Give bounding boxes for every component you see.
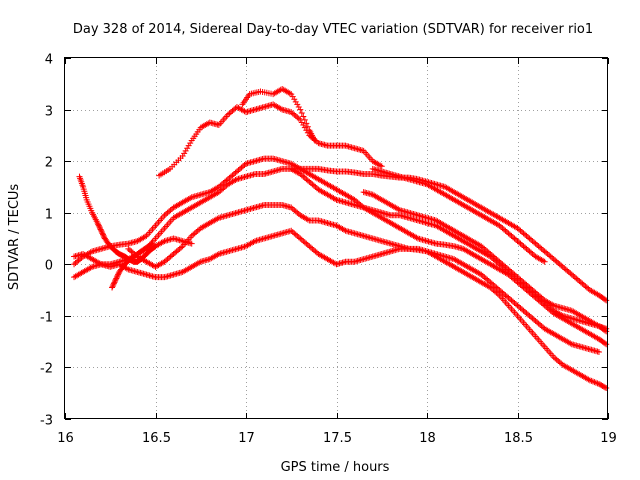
data-point — [601, 384, 608, 391]
data-point — [110, 280, 117, 287]
data-point — [95, 222, 102, 229]
data-point — [304, 123, 311, 130]
y-tick-label: 2 — [45, 156, 53, 171]
series-arc-4 — [71, 165, 610, 304]
data-point — [95, 221, 102, 228]
data-point — [113, 275, 120, 282]
data-point — [96, 223, 103, 230]
plot-frame — [64, 57, 608, 419]
series-arc-8 — [109, 240, 155, 291]
data-point — [303, 120, 310, 127]
y-axis-label: SDTVAR / TECUs — [7, 184, 22, 291]
data-point — [301, 116, 308, 123]
y-tick-label: -3 — [40, 414, 53, 429]
data-point — [109, 283, 116, 290]
data-point — [112, 278, 119, 285]
series-arc-5 — [125, 201, 602, 355]
data-point — [148, 240, 155, 247]
data-point — [603, 297, 610, 304]
data-point — [110, 281, 117, 288]
data-point — [603, 325, 610, 332]
data-point — [96, 225, 103, 232]
data-point — [98, 227, 105, 234]
data-point — [188, 240, 195, 247]
data-point — [112, 276, 119, 283]
x-tick-label: 17 — [238, 431, 255, 446]
y-tick-label: 0 — [45, 259, 53, 274]
data-point — [113, 274, 120, 281]
series-arc-6 — [71, 227, 610, 392]
data-point — [603, 385, 610, 392]
data-point — [595, 348, 602, 355]
data-point — [111, 279, 118, 286]
series-arc-2 — [239, 85, 318, 144]
x-axis-label: GPS time / hours — [281, 460, 390, 475]
series-arc-11 — [288, 165, 610, 332]
data-points — [71, 85, 610, 392]
x-tick-label: 16 — [57, 431, 74, 446]
data-point — [541, 258, 548, 265]
y-tick-label: 3 — [45, 105, 53, 120]
data-point — [378, 163, 385, 170]
x-tick-label: 16.5 — [142, 431, 171, 446]
data-point — [147, 241, 154, 248]
data-point — [114, 272, 121, 279]
y-tick-label: -2 — [40, 362, 53, 377]
x-tick-label: 18.5 — [504, 431, 533, 446]
x-tick-label: 17.5 — [323, 431, 352, 446]
data-point — [99, 230, 106, 237]
x-tick-label: 19 — [600, 431, 617, 446]
chart-title: Day 328 of 2014, Sidereal Day-to-day VTE… — [73, 22, 593, 37]
data-point — [601, 340, 608, 347]
data-point — [297, 106, 304, 113]
data-point — [97, 226, 104, 233]
data-point — [109, 284, 116, 291]
data-point — [300, 113, 307, 120]
x-tick-label: 18 — [419, 431, 436, 446]
data-point — [601, 296, 608, 303]
data-point — [100, 231, 107, 238]
y-tick-label: 1 — [45, 208, 53, 223]
y-tick-label: -1 — [40, 311, 53, 326]
data-point — [100, 232, 107, 239]
data-point — [298, 110, 305, 117]
series-arc-1 — [156, 101, 385, 179]
data-point — [115, 271, 122, 278]
y-tick-label: 4 — [45, 53, 53, 68]
data-point — [311, 137, 318, 144]
data-point — [94, 220, 101, 227]
data-point — [98, 229, 105, 236]
series-arc-10 — [369, 165, 548, 265]
axis-ticks: 16 16.5 17 17.5 18 18.5 19 -3 -2 -1 0 1 2 3 4 — [40, 53, 617, 447]
data-point — [603, 341, 610, 348]
